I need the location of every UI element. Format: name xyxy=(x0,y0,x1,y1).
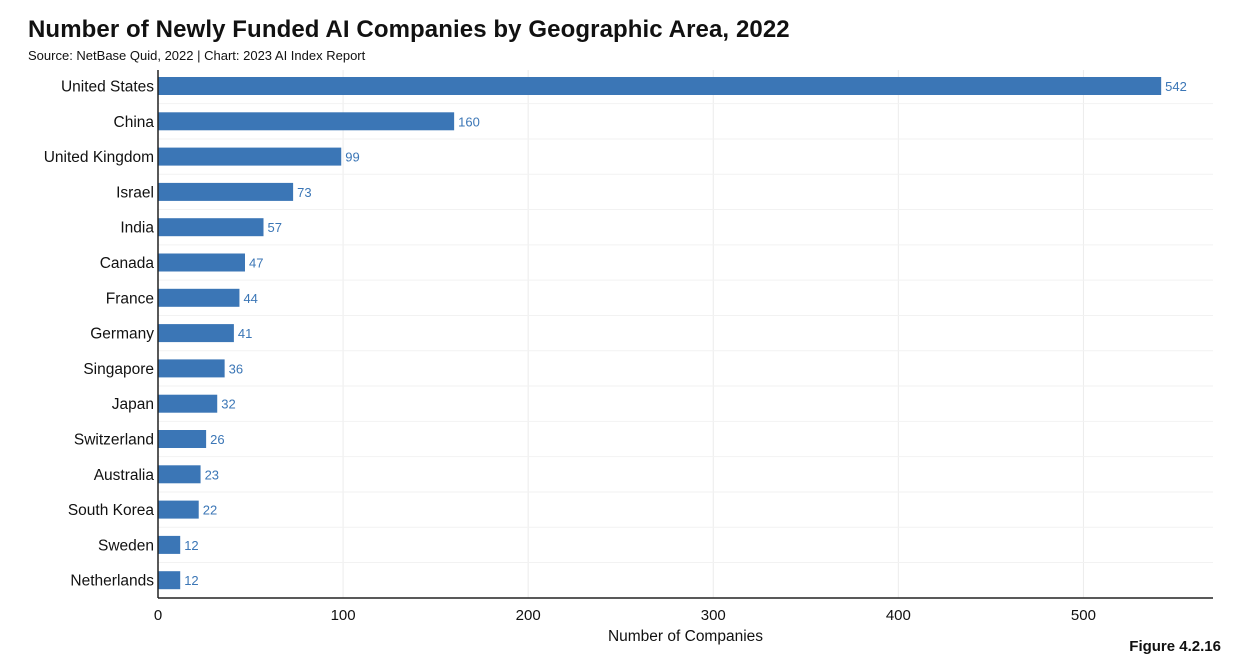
category-label: Germany xyxy=(90,326,154,343)
category-label: Canada xyxy=(100,255,155,272)
value-label: 542 xyxy=(1165,79,1187,94)
bar xyxy=(158,253,245,272)
x-axis-title: Number of Companies xyxy=(608,628,763,645)
bar xyxy=(158,465,201,484)
bar xyxy=(158,218,264,237)
figure-number: Figure 4.2.16 xyxy=(1129,638,1221,655)
bar xyxy=(158,500,199,519)
bar xyxy=(158,182,294,201)
value-label: 12 xyxy=(184,573,198,588)
labels: United States 542 China 160 United Kingdom 99… xyxy=(44,79,1187,625)
bar xyxy=(158,394,218,413)
category-label: Israel xyxy=(116,184,154,201)
axes xyxy=(157,70,1213,599)
category-label: Japan xyxy=(112,396,154,413)
value-label: 12 xyxy=(184,538,198,553)
category-label: Sweden xyxy=(98,537,154,554)
category-label: United States xyxy=(61,79,154,96)
x-tick-label: 200 xyxy=(516,607,541,624)
x-tick-label: 0 xyxy=(154,607,162,624)
category-label: Netherlands xyxy=(70,573,154,590)
value-label: 44 xyxy=(243,291,257,306)
value-label: 73 xyxy=(297,185,311,200)
category-label: India xyxy=(120,220,154,237)
value-label: 22 xyxy=(203,503,217,518)
category-label: China xyxy=(114,114,155,131)
category-label: Australia xyxy=(94,467,155,484)
grid-lines xyxy=(158,70,1213,598)
bar xyxy=(158,359,225,378)
value-label: 26 xyxy=(210,432,224,447)
chart-subtitle: Source: NetBase Quid, 2022 | Chart: 2023… xyxy=(28,48,366,63)
value-label: 41 xyxy=(238,326,252,341)
value-label: 47 xyxy=(249,256,263,271)
x-tick-label: 100 xyxy=(331,607,356,624)
bar xyxy=(158,535,181,554)
bar xyxy=(158,147,342,166)
x-tick-label: 400 xyxy=(886,607,911,624)
category-label: South Korea xyxy=(68,502,155,519)
bar xyxy=(158,571,181,590)
value-label: 32 xyxy=(221,397,235,412)
bar xyxy=(158,324,234,343)
bar xyxy=(158,77,1162,95)
value-label: 36 xyxy=(229,361,243,376)
value-label: 57 xyxy=(268,220,282,235)
x-tick-label: 500 xyxy=(1071,607,1096,624)
value-label: 99 xyxy=(345,150,359,165)
value-label: 23 xyxy=(205,467,219,482)
bars xyxy=(158,77,1162,590)
bar xyxy=(158,430,207,448)
category-label: United Kingdom xyxy=(44,149,154,166)
category-label: Singapore xyxy=(83,361,154,378)
x-tick-label: 300 xyxy=(701,607,726,624)
bar xyxy=(158,112,455,131)
category-label: Switzerland xyxy=(74,432,154,449)
bar xyxy=(158,288,240,307)
value-label: 160 xyxy=(458,114,480,129)
chart-title: Number of Newly Funded AI Companies by G… xyxy=(28,16,790,43)
category-label: France xyxy=(106,290,154,307)
